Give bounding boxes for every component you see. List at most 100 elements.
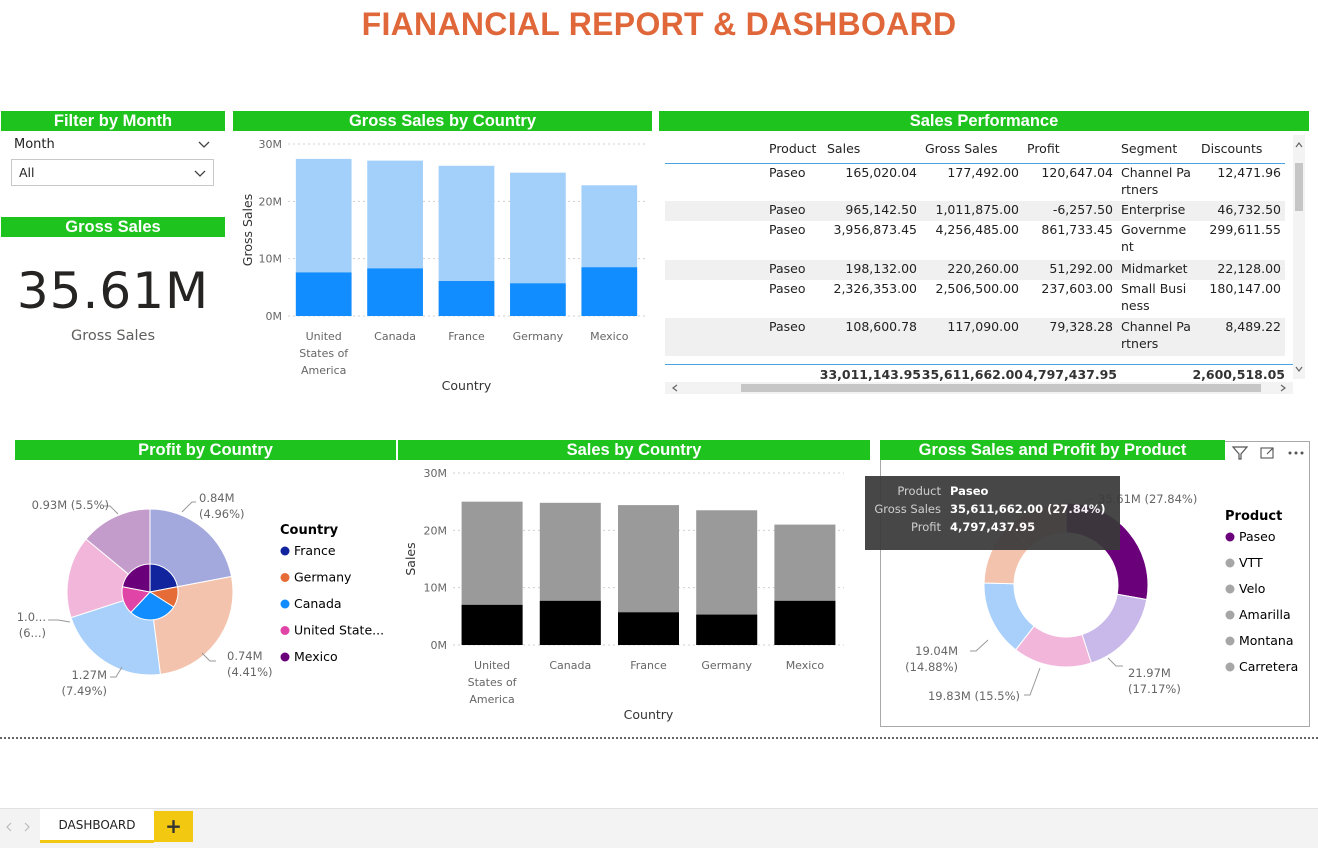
bar (367, 268, 423, 316)
table-cell: 1,011,875.00 (921, 201, 1023, 221)
table-cell: 108,600.78 (823, 318, 921, 356)
legend-entry: VTT (1239, 555, 1263, 570)
table-cell: 46,732.50 (1197, 201, 1285, 221)
gross-sales-by-country-chart[interactable]: 0M 10M 20M 30M United States of America Canada F… (233, 131, 652, 401)
x-tick-label: Canada (374, 330, 416, 343)
pie-slice (149, 508, 233, 593)
y-tick-label: 30M (259, 138, 283, 151)
table-cell: Small Business (1121, 281, 1187, 313)
y-tick-label: 10M (424, 582, 448, 595)
tooltip-gross-value: 35,611,662.00 (27.84%) (950, 502, 1106, 516)
focus-mode-icon[interactable] (1259, 445, 1277, 461)
table-cell: Paseo (769, 164, 806, 180)
table-row[interactable]: Paseo 165,020.04 177,492.00 120,647.04 Chann… (665, 163, 1285, 201)
table-row[interactable]: Paseo 198,132.00 220,260.00 51,292.00 Midmar… (665, 260, 1285, 280)
bar (438, 281, 495, 316)
more-options-icon[interactable] (1286, 447, 1306, 459)
bar (461, 604, 523, 645)
vertical-scroll-thumb[interactable] (1295, 163, 1303, 211)
data-label: 1.0... (17, 610, 46, 624)
sales-by-country-header: Sales by Country (398, 440, 870, 460)
legend-entry: Velo (1239, 581, 1265, 596)
tab-next-icon[interactable] (22, 821, 32, 833)
table-cell: 3,956,873.45 (833, 222, 918, 237)
tooltip-profit-value: 4,797,437.95 (950, 520, 1036, 534)
totals-row: 33,011,143.95 35,611,662.00 4,797,437.95 2,… (665, 366, 1293, 384)
legend-entry: Amarilla (1239, 607, 1291, 622)
horizontal-scroll-thumb[interactable] (741, 384, 1261, 392)
data-label: 21.97M (1128, 666, 1171, 680)
table-cell: Paseo (769, 222, 806, 237)
data-label: (17.17%) (1128, 682, 1181, 696)
tab-prev-icon[interactable] (4, 821, 14, 833)
tab-dashboard[interactable]: DASHBOARD (40, 809, 154, 843)
data-label: (14.88%) (905, 660, 958, 674)
filter-icon[interactable] (1231, 445, 1249, 461)
legend-entry: Mexico (294, 649, 338, 664)
gross-sales-kpi-value: 35.61M (16, 262, 210, 320)
legend-marker (280, 652, 290, 662)
legend-entry: Paseo (1239, 529, 1276, 544)
column-header[interactable]: Segment (1117, 135, 1197, 164)
y-axis-title: Sales (403, 542, 418, 575)
inner-pie-slice (130, 591, 175, 621)
data-label: 19.04M (915, 644, 958, 658)
table-cell: 965,142.50 (823, 201, 921, 221)
table-cell: Enterprise (1117, 201, 1197, 221)
leader-line (1107, 657, 1123, 667)
table-cell: 4,256,485.00 (935, 222, 1020, 237)
add-page-button[interactable]: + (154, 811, 193, 842)
sales-by-country-chart[interactable]: 0M 10M 20M 30M United States of America Canada F… (398, 460, 870, 730)
profit-by-country-chart[interactable]: 0.84M (4.96%) 0.74M (4.41%) 1.27M (7.49%) 1.0.… (10, 462, 396, 712)
tooltip-product-value: Paseo (950, 484, 989, 498)
table-cell: 120,647.04 (1041, 164, 1113, 180)
legend-title: Product (1225, 509, 1282, 524)
scroll-up-icon[interactable] (1294, 141, 1304, 149)
x-tick-label: Germany (513, 330, 564, 343)
bar (774, 600, 836, 645)
data-label: 19.83M (15.5%) (928, 689, 1020, 703)
month-dropdown[interactable]: All (11, 159, 214, 186)
table-header-row: Product Sales Gross Sales Profit Segment Disc… (665, 135, 1285, 164)
table-cell: 861,733.45 (1041, 222, 1113, 237)
table-cell: Paseo (765, 318, 823, 356)
table-cell: 299,611.55 (1209, 222, 1281, 237)
totals-cell: 4,797,437.95 (1024, 367, 1117, 382)
table-cell: Channel Partners (1121, 164, 1191, 197)
totals-cell: 2,600,518.05 (1192, 367, 1285, 382)
bar (696, 614, 758, 645)
table-row[interactable]: Paseo 2,326,353.00 2,506,500.00 237,603.00 S… (665, 280, 1285, 318)
table-row[interactable]: Paseo 3,956,873.45 4,256,485.00 861,733.45 G… (665, 221, 1285, 260)
data-label: (4.41%) (227, 665, 273, 679)
table-cell-spacer (665, 221, 765, 260)
table-row[interactable]: Paseo 965,142.50 1,011,875.00 -6,257.50 Ente… (665, 201, 1285, 221)
table-cell-spacer (665, 260, 765, 280)
column-header[interactable]: Discounts (1197, 135, 1285, 164)
horizontal-scrollbar[interactable] (665, 382, 1293, 394)
legend-marker (1225, 662, 1235, 672)
chevron-up-icon[interactable] (197, 139, 211, 149)
table-cell-spacer (665, 280, 765, 318)
totals-divider (665, 364, 1293, 365)
column-header[interactable]: Profit (1023, 135, 1117, 164)
column-header[interactable]: Gross Sales (921, 135, 1023, 164)
column-header[interactable]: Product (765, 135, 823, 164)
scroll-left-icon[interactable] (671, 384, 679, 392)
legend-marker (1225, 532, 1235, 542)
table-cell: 2,506,500.00 (935, 281, 1020, 296)
vertical-scrollbar[interactable] (1293, 135, 1305, 379)
legend-marker (1225, 558, 1235, 568)
profit-by-country-header: Profit by Country (15, 440, 396, 460)
scroll-down-icon[interactable] (1294, 365, 1304, 373)
table-row[interactable]: Paseo 108,600.78 117,090.00 79,328.28 Channe… (665, 318, 1285, 356)
x-tick-label: Canada (549, 659, 591, 672)
scroll-right-icon[interactable] (1279, 384, 1287, 392)
totals-cell: 35,611,662.00 (921, 367, 1023, 382)
data-label: 0.93M (5.5%) (32, 498, 109, 512)
y-tick-label: 20M (259, 195, 283, 208)
column-header[interactable]: Sales (823, 135, 921, 164)
table-cell: Government (1121, 222, 1187, 254)
legend-marker (1225, 610, 1235, 620)
x-axis-title: Country (442, 378, 492, 393)
chart-tooltip: Product Paseo Gross Sales 35,611,662.00 (2… (865, 476, 1120, 550)
